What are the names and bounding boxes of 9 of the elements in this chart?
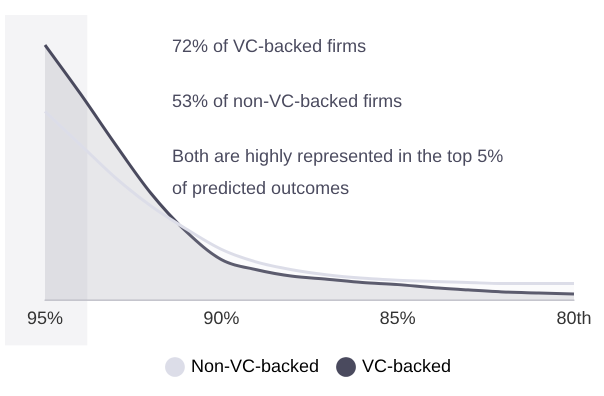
annotation: Both are highly represented in the top 5% of predicted outcomes xyxy=(172,146,504,198)
legend-label: VC-backed xyxy=(362,356,452,376)
x-tick-label: 85% xyxy=(380,308,416,328)
x-tick-label: 95% xyxy=(26,308,64,328)
annotation: 53% of non-VC-backed firms xyxy=(172,90,402,111)
x-tick-label: 90% xyxy=(203,308,240,328)
x-tick-label: 80th xyxy=(556,308,592,328)
legend-label: Non-VC-backed xyxy=(190,356,320,376)
annotation: 72% of VC-backed firms xyxy=(172,36,366,56)
